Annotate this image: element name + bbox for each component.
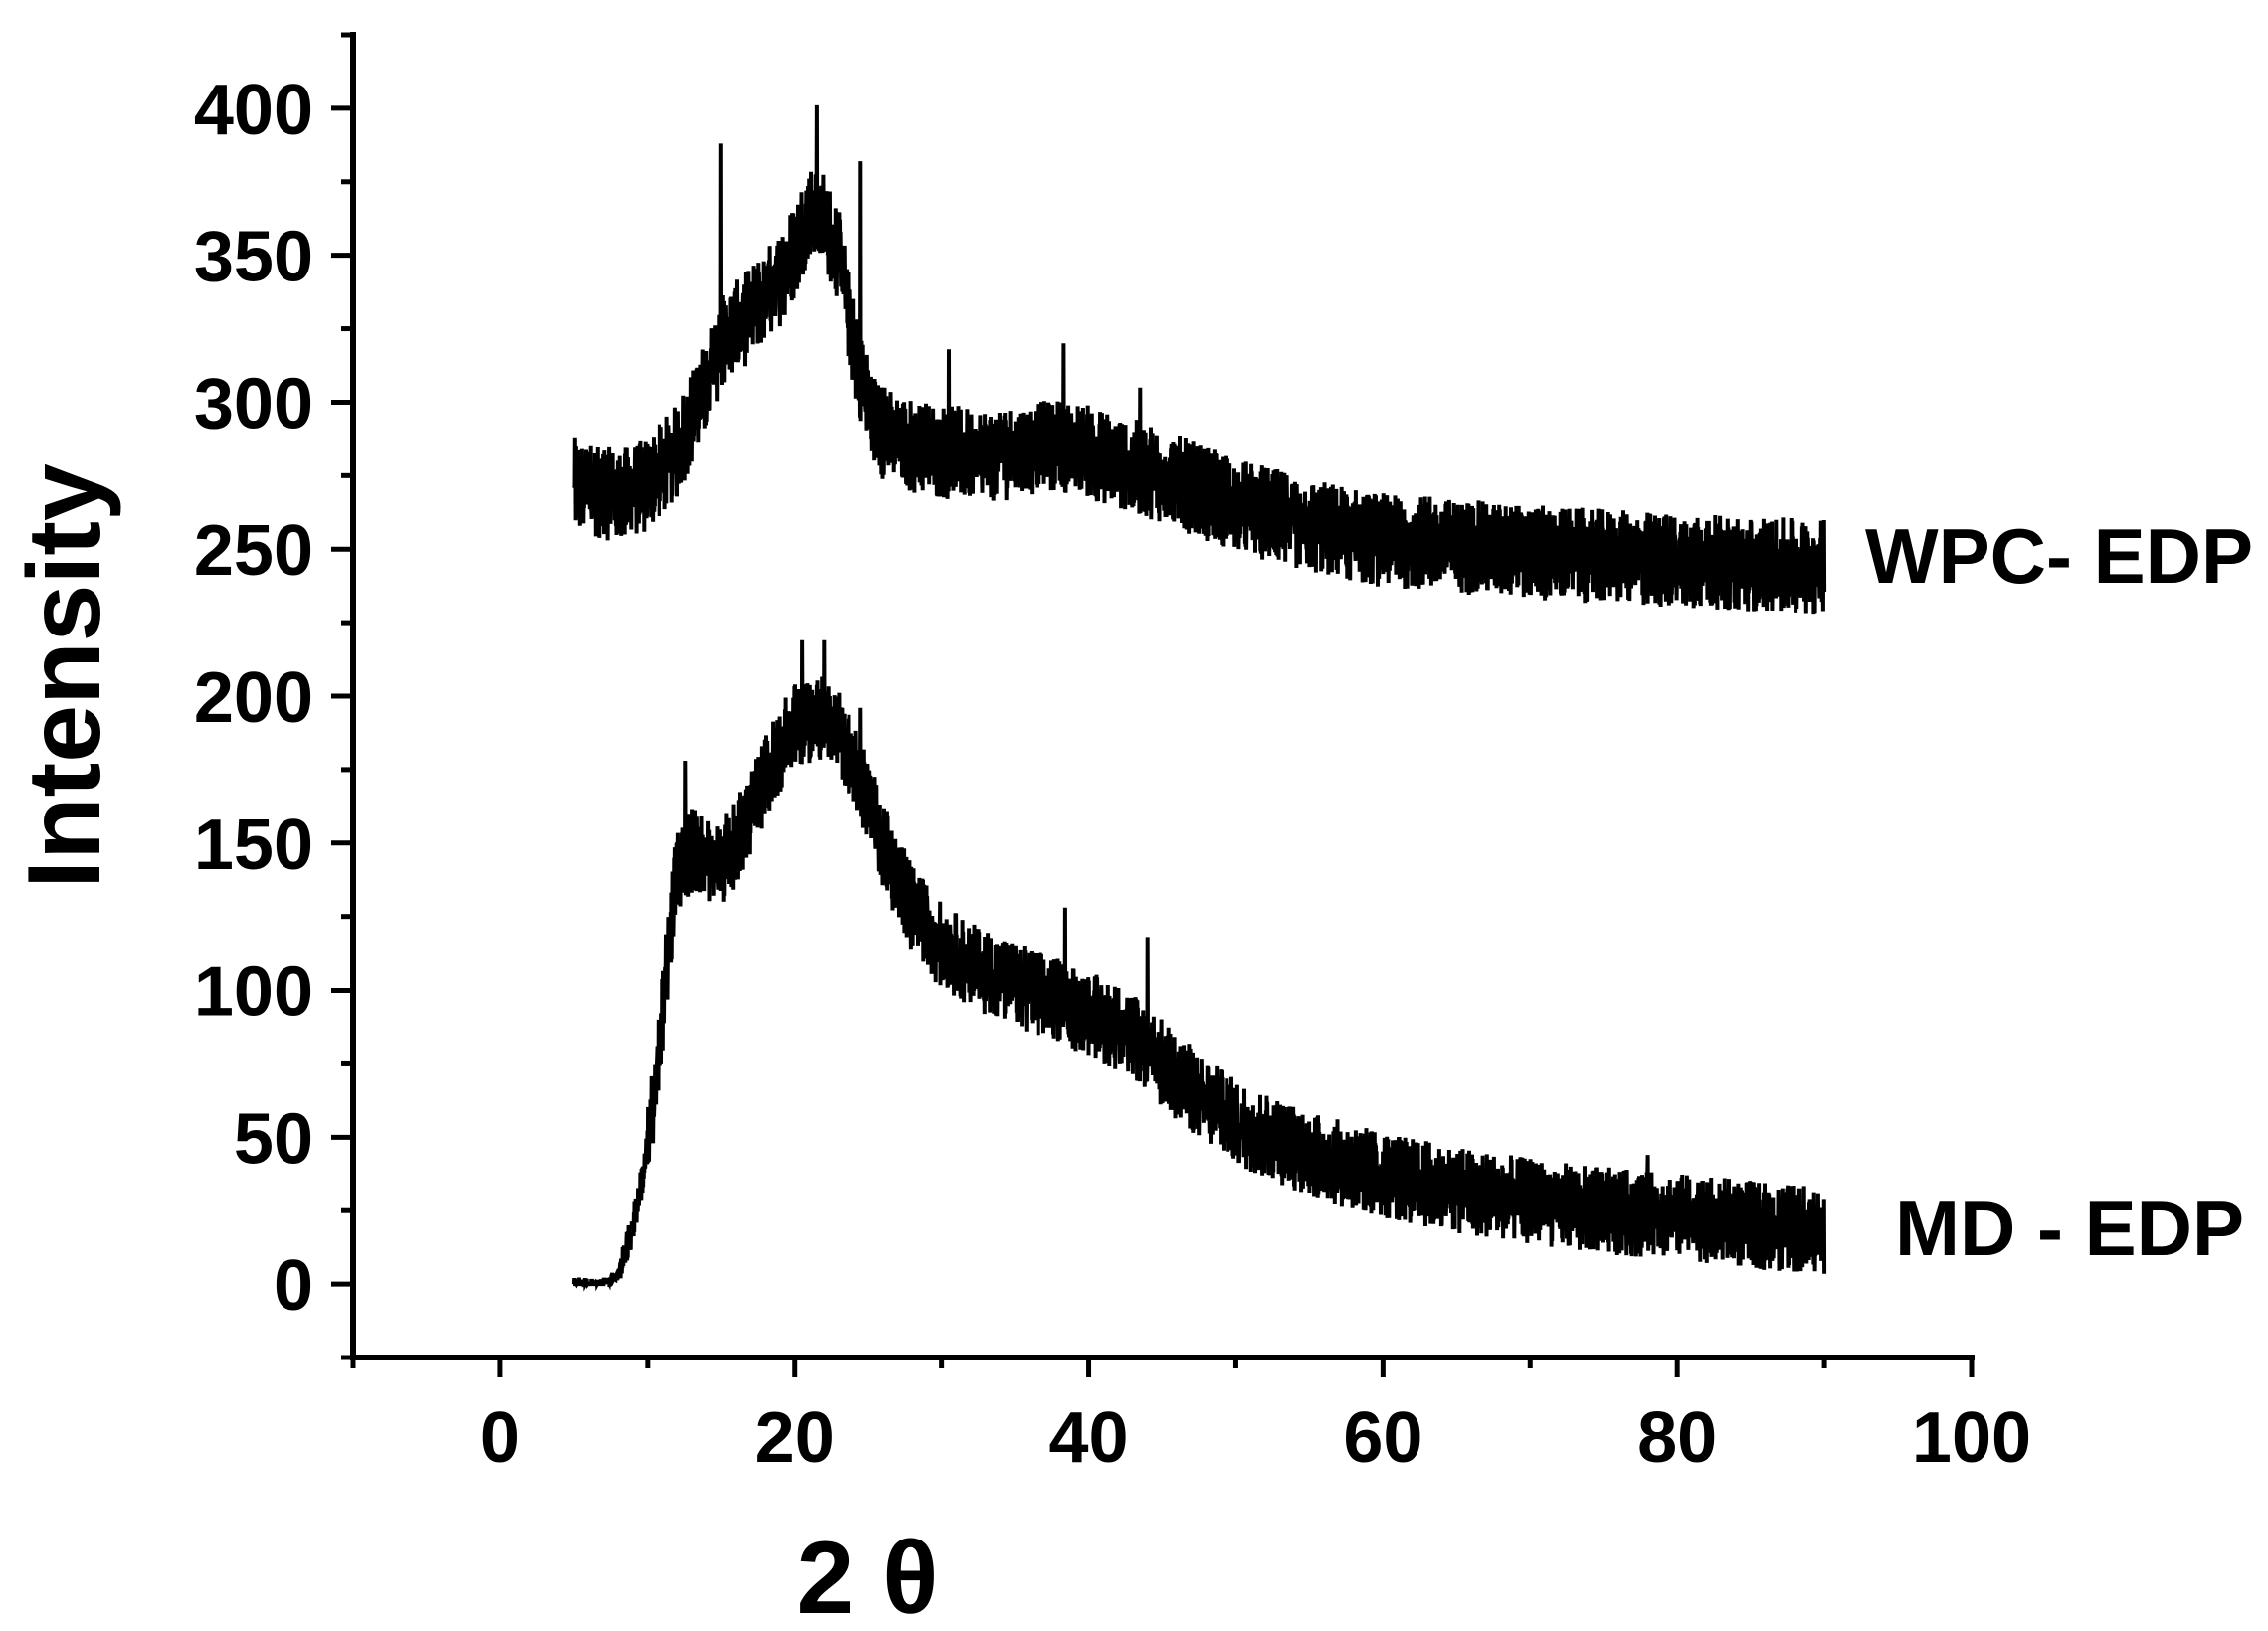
axes <box>350 32 1975 1360</box>
x-axis-title: 2 θ <box>797 1521 939 1631</box>
series-layer <box>571 104 1827 1292</box>
y-axis-title: Intensity <box>7 463 122 889</box>
x-tick-label: 40 <box>1048 1398 1128 1478</box>
y-tick-label: 300 <box>194 364 313 444</box>
series-line-wpc-edp <box>572 104 1827 615</box>
y-ticks: 0 50 100 150 200 250 300 350 400 <box>194 32 353 1360</box>
x-ticks: 0 20 40 60 80 100 <box>350 1358 2031 1478</box>
series-label-md-edp: MD - EDP <box>1895 1184 2244 1272</box>
y-tick-label: 0 <box>274 1246 313 1326</box>
y-tick-label: 400 <box>194 71 313 150</box>
x-tick-label: 100 <box>1912 1398 2031 1478</box>
y-tick-label: 150 <box>194 806 313 885</box>
y-tick-label: 100 <box>194 953 313 1032</box>
series-label-wpc-edp: WPC- EDP <box>1865 512 2253 600</box>
y-tick-label: 350 <box>194 218 313 297</box>
y-tick-label: 200 <box>194 658 313 738</box>
y-tick-label: 250 <box>194 511 313 591</box>
x-tick-label: 60 <box>1343 1398 1422 1478</box>
series-line-md-edp <box>571 639 1827 1292</box>
y-tick-label: 50 <box>234 1099 313 1178</box>
x-tick-label: 20 <box>755 1398 835 1478</box>
x-tick-label: 80 <box>1637 1398 1717 1478</box>
x-tick-label: 0 <box>480 1398 520 1478</box>
